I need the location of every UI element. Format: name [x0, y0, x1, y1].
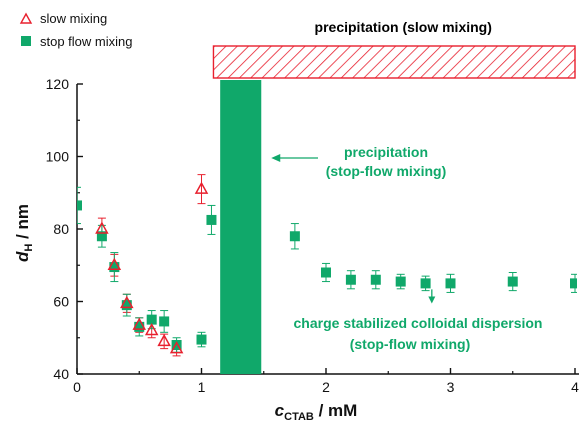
annotation-colloid-line2: (stop-flow mixing)	[350, 336, 471, 352]
point-stop-flow	[395, 276, 406, 287]
precipitation-slow-hatch	[212, 45, 576, 79]
point-slow	[132, 317, 147, 330]
arrow-head-down-icon	[428, 296, 436, 304]
point-slow	[107, 257, 122, 270]
precipitation-stop-flow-region	[220, 80, 262, 374]
point-stop-flow	[445, 278, 456, 289]
axis-ticks: 0 1 2 3 4 40 60 80 100 120	[46, 76, 579, 395]
x-tick-label: 4	[571, 379, 579, 395]
x-tick-label: 0	[73, 379, 81, 395]
point-slow	[157, 333, 171, 347]
annotation-colloid-line1: charge stabilized colloidal dispersion	[294, 315, 543, 331]
legend-label-slow: slow mixing	[40, 11, 107, 26]
point-stop-flow	[171, 340, 182, 350]
point-stop-flow	[109, 262, 120, 273]
point-stop-flow	[77, 200, 82, 211]
legend: slow mixing stop flow mixing	[19, 11, 132, 49]
point-stop-flow	[289, 231, 300, 242]
y-tick-label: 120	[46, 76, 70, 92]
arrow-head-left-icon	[271, 154, 281, 162]
point-stop-flow	[146, 314, 157, 325]
point-stop-flow	[134, 321, 145, 332]
data-points	[77, 181, 577, 354]
point-slow	[120, 295, 134, 309]
annotation-precipitation-stop-line2: (stop-flow mixing)	[326, 163, 447, 179]
legend-label-stop: stop flow mixing	[40, 34, 132, 49]
point-stop-flow	[370, 274, 381, 285]
y-axis-label: dH / nm	[13, 204, 35, 262]
y-tick-label: 80	[53, 221, 69, 237]
point-stop-flow	[345, 274, 356, 285]
point-stop-flow	[96, 231, 107, 242]
legend-marker-stop	[21, 36, 31, 46]
y-tick-label: 40	[53, 366, 69, 382]
point-stop-flow	[507, 276, 518, 287]
point-stop-flow	[570, 278, 577, 289]
point-stop-flow	[196, 334, 207, 345]
annotation-precipitation-slow: precipitation (slow mixing)	[315, 19, 492, 35]
annotation-precipitation-stop-line1: precipitation	[344, 144, 428, 160]
legend-marker-slow	[19, 12, 33, 24]
point-slow	[95, 221, 109, 234]
point-stop-flow	[121, 300, 132, 311]
x-tick-label: 1	[198, 379, 206, 395]
x-tick-label: 3	[447, 379, 455, 395]
y-tick-label: 100	[46, 149, 70, 165]
point-slow	[194, 181, 209, 194]
x-axis-label: cCTAB / mM	[275, 401, 358, 423]
y-tick-label: 60	[53, 294, 69, 310]
point-stop-flow	[321, 267, 331, 278]
x-tick-label: 2	[322, 379, 330, 395]
point-slow	[144, 322, 159, 336]
point-stop-flow	[420, 278, 431, 289]
point-stop-flow	[159, 316, 170, 327]
point-stop-flow	[206, 214, 217, 225]
point-slow	[169, 341, 184, 354]
